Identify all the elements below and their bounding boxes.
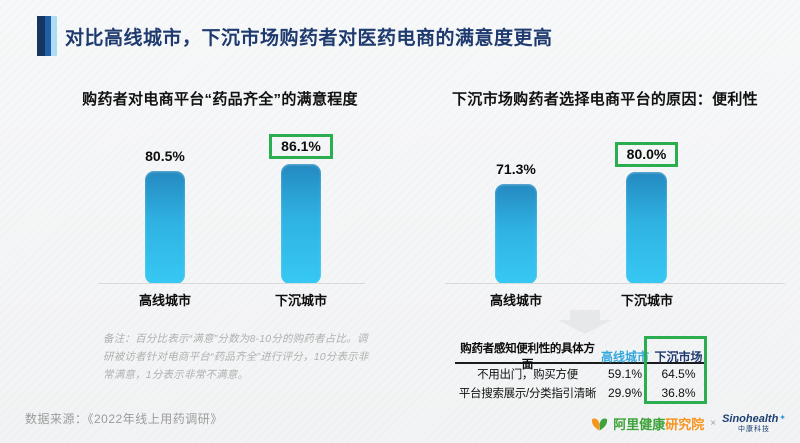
- table-row: 不用出门，购买方便 59.1% 64.5%: [455, 364, 707, 383]
- sinohealth-chinese-text: 中康科技: [738, 426, 771, 433]
- category-label-lowertier: 下沉城市: [620, 293, 673, 308]
- alihealth-heart-icon: [592, 418, 608, 431]
- bar-plot-convenience: 71.3% 80.0% 高线城市 下沉城市: [425, 136, 785, 308]
- table-cell-lowertier-value: 64.5%: [661, 366, 696, 381]
- chart-title-convenience: 下沉市场购药者选择电商平台的原因：便利性: [451, 91, 758, 108]
- bar-group-lowertier: 80.0%: [614, 142, 679, 284]
- slide-header: 对比高线城市，下沉市场购药者对医药电商的满意度更高: [37, 16, 553, 56]
- title-accent-bar: [37, 16, 57, 56]
- sinohealth-logo-text: Sinohealth: [722, 413, 779, 425]
- table-header-row: 购药者感知便利性的具体方面 高线城市 下沉市场: [455, 340, 707, 371]
- table-cell-highline-value: 29.9%: [607, 385, 643, 400]
- bar-plot-satisfaction: 80.5% 86.1% 高线城市 下沉城市: [40, 133, 400, 308]
- table-cell-highline-value: 59.1%: [607, 366, 643, 381]
- bar-value-label-highlighted: 86.1%: [269, 133, 333, 159]
- footnote: 备注：百分比表示“满意”分数为8-10分的购药者占比。调研被访者针对电商平台“药…: [103, 333, 369, 381]
- bar-value-label-highlighted: 80.0%: [614, 142, 679, 167]
- convenience-table: 购药者感知便利性的具体方面 高线城市 下沉市场 不用出门，购买方便 59.1% …: [455, 336, 707, 404]
- table-row: 平台搜索展示/分类指引清晰 29.9% 36.8%: [455, 383, 707, 402]
- sinohealth-logo: Sinohealth ✦ 中康科技: [722, 413, 786, 434]
- bar-lowertier-city: [626, 172, 667, 284]
- table-header-aspect: 购药者感知便利性的具体方面: [460, 343, 595, 371]
- table-header-lowertier: 下沉市场: [654, 349, 703, 364]
- bar-group-lowertier: 86.1%: [269, 133, 333, 284]
- chart-convenience-panel: 下沉市场购药者选择电商平台的原因：便利性 71.3% 80.0% 高线城市 下沉…: [425, 88, 785, 433]
- table-cell-lowertier-value: 36.8%: [661, 385, 696, 400]
- bar-highline-city: [145, 171, 185, 284]
- category-label-highline: 高线城市: [489, 293, 542, 308]
- footer-logos: 阿里健康 研究院 × Sinohealth ✦ 中康科技: [590, 414, 786, 433]
- table-cell-aspect: 不用出门，购买方便: [477, 368, 578, 381]
- alihealth-logo-text: 阿里健康: [613, 417, 666, 432]
- alihealth-institute-text: 研究院: [665, 417, 705, 432]
- slide-title: 对比高线城市，下沉市场购药者对医药电商的满意度更高: [65, 27, 553, 49]
- bar-highline-city: [495, 184, 537, 284]
- bar-value-label: 71.3%: [496, 161, 536, 178]
- category-label-lowertier: 下沉城市: [274, 293, 327, 308]
- data-source: 数据来源：《2022年线上用药调研》: [25, 412, 223, 426]
- chart-satisfaction-panel: 购药者对电商平台“药品齐全”的满意程度 80.5% 86.1% 高线城市 下沉城…: [40, 88, 400, 418]
- chart-title-satisfaction: 购药者对电商平台“药品齐全”的满意程度: [82, 91, 358, 108]
- axis-baseline: [445, 283, 785, 284]
- bar-lowertier-city: [281, 163, 321, 284]
- bar-group-highline: 80.5%: [145, 148, 185, 284]
- sparkle-icon: ✦: [779, 413, 786, 422]
- bar-value-label: 80.5%: [145, 148, 185, 165]
- table-cell-aspect: 平台搜索展示/分类指引清晰: [458, 387, 597, 400]
- logo-separator: ×: [710, 418, 717, 429]
- down-arrow-icon: [558, 310, 612, 334]
- axis-baseline: [98, 283, 365, 284]
- bar-group-highline: 71.3%: [495, 161, 537, 284]
- category-label-highline: 高线城市: [138, 293, 191, 308]
- table-header-highline: 高线城市: [600, 349, 649, 364]
